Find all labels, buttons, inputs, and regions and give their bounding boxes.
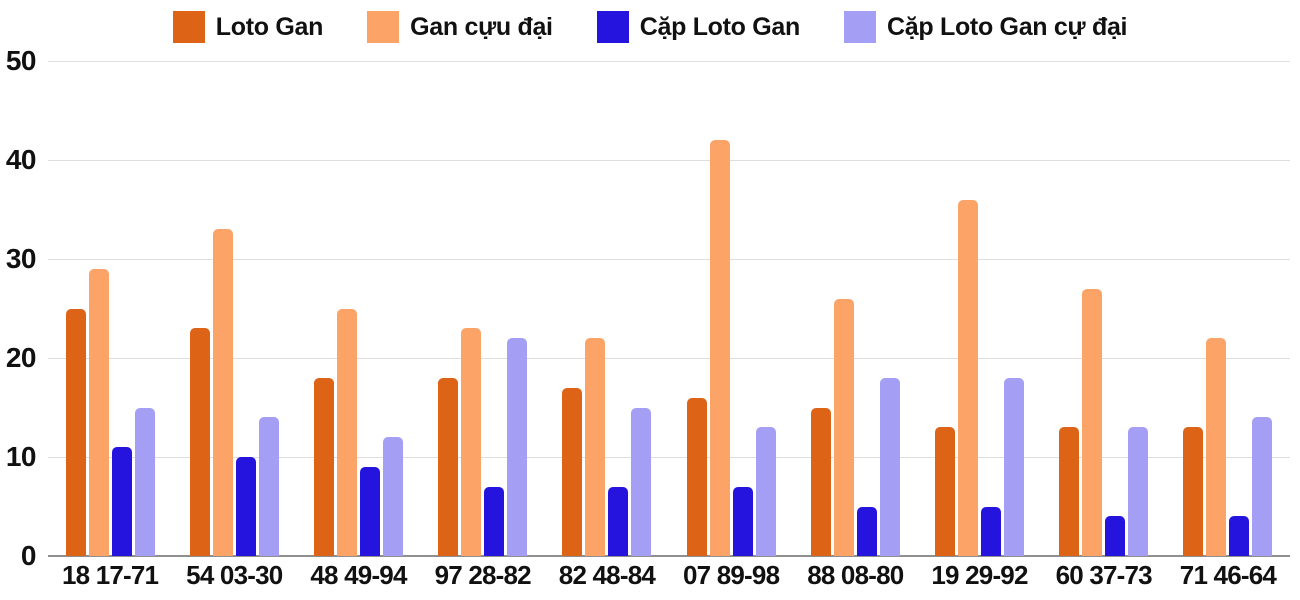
x-axis: 18 17-71 54 03-30 48 49-94 97 28-82 82 48-84…: [48, 560, 1290, 596]
gridline: [48, 160, 1290, 161]
bar[interactable]: [755, 427, 776, 556]
x-axis-label: 19 29-92: [931, 560, 1028, 590]
bar[interactable]: [1252, 417, 1273, 556]
x-axis-label: 88 08-80: [807, 560, 904, 590]
bar[interactable]: [65, 308, 86, 556]
bar[interactable]: [732, 486, 753, 556]
bar-group: [1166, 61, 1290, 556]
bar[interactable]: [856, 506, 877, 556]
bar[interactable]: [958, 199, 979, 556]
bar-group: [172, 61, 296, 556]
plot-area: [48, 61, 1290, 557]
legend-item[interactable]: Loto Gan: [172, 11, 324, 43]
bar[interactable]: [189, 328, 210, 556]
bar[interactable]: [314, 377, 334, 556]
bar[interactable]: [585, 338, 606, 556]
x-axis-line: [48, 555, 1290, 557]
bar-group: [421, 61, 545, 556]
bar-group: [917, 61, 1041, 556]
y-axis-label: 50: [5, 45, 37, 76]
bar-group: [545, 61, 669, 556]
bar[interactable]: [383, 437, 403, 556]
x-axis-label: 07 89-98: [682, 560, 780, 590]
legend-item[interactable]: Cặp Loto Gan cự đại: [844, 11, 1128, 43]
bar[interactable]: [631, 407, 652, 556]
x-axis-label: 97 28-82: [434, 560, 532, 590]
bar[interactable]: [833, 298, 854, 556]
legend-swatch: [367, 11, 400, 43]
legend-swatch: [596, 11, 629, 43]
bar[interactable]: [1128, 427, 1149, 556]
bar[interactable]: [1183, 427, 1204, 556]
bar[interactable]: [686, 397, 707, 556]
legend-swatch: [172, 11, 205, 43]
bar[interactable]: [1206, 338, 1227, 556]
bar[interactable]: [88, 268, 109, 556]
y-axis-label: 40: [5, 144, 37, 175]
x-axis-label: 18 17-71: [61, 560, 159, 590]
bar-group: [296, 61, 420, 556]
bar[interactable]: [1082, 288, 1103, 556]
bar[interactable]: [507, 338, 528, 556]
bar[interactable]: [1229, 516, 1250, 556]
bar[interactable]: [1059, 427, 1080, 556]
x-axis-label: 48 49-94: [310, 560, 407, 590]
bar[interactable]: [879, 377, 900, 556]
bar[interactable]: [935, 427, 956, 556]
bar[interactable]: [810, 407, 831, 556]
y-axis-label: 0: [20, 540, 37, 571]
y-axis-label: 30: [5, 243, 37, 274]
bar[interactable]: [981, 506, 1002, 556]
bar[interactable]: [360, 466, 380, 556]
legend-swatch: [844, 11, 876, 43]
x-axis-label: 71 46-64: [1179, 560, 1277, 590]
chart-legend: Loto Gan Gan cựu đại Cặp Loto Gan Cặp Loto …: [0, 6, 1300, 48]
legend-item[interactable]: Cặp Loto Gan: [596, 11, 801, 43]
gridline: [48, 61, 1290, 62]
x-axis-label: 54 03-30: [186, 560, 283, 590]
bar[interactable]: [438, 377, 459, 556]
bar[interactable]: [709, 140, 730, 556]
gridline: [48, 259, 1290, 260]
bar[interactable]: [1105, 516, 1126, 556]
bar-groups: [48, 61, 1290, 556]
legend-label: Loto Gan: [215, 12, 324, 41]
bar[interactable]: [134, 407, 155, 556]
bar[interactable]: [212, 229, 233, 556]
bar[interactable]: [337, 308, 357, 556]
bar[interactable]: [484, 486, 505, 556]
gridline: [48, 358, 1290, 359]
legend-item[interactable]: Gan cựu đại: [367, 11, 553, 43]
bar[interactable]: [111, 447, 132, 556]
bar[interactable]: [562, 387, 583, 556]
bar-group: [793, 61, 917, 556]
legend-label: Gan cựu đại: [410, 12, 553, 41]
gridline: [48, 457, 1290, 458]
bar-group: [1042, 61, 1166, 556]
bar[interactable]: [258, 417, 279, 556]
bar-group: [48, 61, 172, 556]
legend-label: Cặp Loto Gan cự đại: [887, 12, 1128, 41]
bar[interactable]: [608, 486, 629, 556]
x-axis-label: 82 48-84: [558, 560, 656, 590]
legend-label: Cặp Loto Gan: [639, 12, 801, 41]
y-axis: 0 10 20 30 40 50: [0, 45, 40, 571]
bar[interactable]: [235, 457, 256, 556]
y-axis-label: 20: [5, 342, 37, 373]
bar-group: [669, 61, 793, 556]
bar[interactable]: [1004, 377, 1025, 556]
y-axis-label: 10: [5, 441, 37, 472]
x-axis-label: 60 37-73: [1055, 560, 1153, 590]
bar[interactable]: [461, 328, 482, 556]
